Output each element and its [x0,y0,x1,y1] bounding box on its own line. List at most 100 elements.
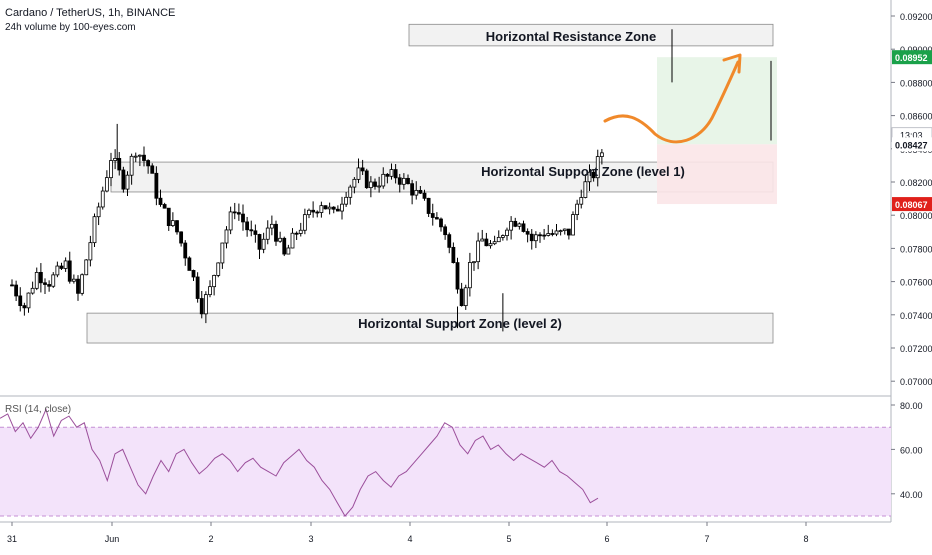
chart-subtitle: 24h volume by 100-eyes.com [5,22,136,33]
time-tick-label: 4 [407,534,412,544]
price-tick-label: 0.07200 [900,344,932,354]
candle [187,257,192,271]
candle [525,231,530,235]
candle [418,189,423,194]
candle [92,216,97,244]
candle [241,213,245,223]
candle [302,214,307,231]
candle [154,172,159,199]
candle [224,229,229,244]
candle [467,262,472,289]
price-tick-label: 0.08000 [900,211,932,221]
candle [348,186,353,198]
candle [447,234,452,248]
rsi-tick-label: 60.00 [900,445,923,455]
candle [579,197,584,205]
candle [67,260,72,282]
candle [113,158,118,161]
candle [459,288,464,307]
candle [100,190,105,208]
candle [47,284,52,287]
candle [451,246,456,263]
candle [158,197,163,205]
axis-layer: 0.092000.090000.088000.086000.084000.082… [7,12,932,544]
candle [232,211,237,214]
candle [443,226,448,236]
candle [43,282,47,285]
candle [175,220,179,233]
candle [14,284,19,297]
time-tick-label: 8 [803,534,808,544]
candle [488,243,493,247]
rsi-band [0,427,891,516]
candle [377,185,382,188]
candle [133,155,138,158]
candle [96,206,101,218]
candle [34,271,39,289]
target-area [657,57,777,145]
candle [352,178,357,188]
candle [282,237,287,255]
candle [59,265,64,269]
candle [129,155,134,176]
stop-area [657,144,777,205]
candle [327,206,332,210]
candle [550,233,555,235]
candle [10,284,14,287]
candle [249,229,254,232]
candle [335,208,340,212]
chart-title: Cardano / TetherUS, 1h, BINANCE [5,7,175,19]
entry-price-tag-label: 0.08427 [895,140,928,150]
candle [368,181,373,189]
candle [286,247,291,255]
candle [319,205,324,213]
candle [591,171,596,179]
candle [71,278,76,282]
candle [484,238,489,247]
candle [340,203,344,212]
candle [476,240,481,263]
time-tick-label: 31 [7,534,17,544]
candle [26,292,31,309]
price-tick-label: 0.08800 [900,78,932,88]
candle [389,169,394,177]
rsi-title: RSI (14, close) [5,404,71,415]
candle [84,259,89,276]
candle [566,228,571,236]
target-price-tag-label: 0.08952 [895,53,928,63]
rsi-layer [0,407,891,517]
candle [150,165,155,174]
candle [125,174,130,190]
candle [517,223,522,227]
stop-price-tag-label: 0.08067 [895,200,928,210]
candle [208,286,212,296]
price-tick-label: 0.09200 [900,12,932,22]
candle [455,262,460,290]
resistance-zone [408,23,774,47]
candle [38,271,43,284]
target-price-tag [892,50,932,65]
candle [364,170,369,189]
price-tick-label: 0.07400 [900,311,932,321]
candle [434,217,439,220]
candle [521,223,526,232]
candle [162,204,167,209]
candle [583,181,588,198]
time-tick-label: 6 [604,534,609,544]
candle [323,205,328,210]
candle [253,230,258,235]
candle [492,241,497,245]
candle [88,242,93,261]
candle [496,236,501,243]
candle [294,232,299,235]
entry-price-tag [892,137,932,152]
candle [212,275,217,288]
candle [191,270,196,278]
candle [166,207,171,226]
candle [587,171,592,183]
candle [257,234,262,250]
candle [220,242,225,264]
candle [216,262,221,276]
time-tick-label: 5 [506,534,511,544]
